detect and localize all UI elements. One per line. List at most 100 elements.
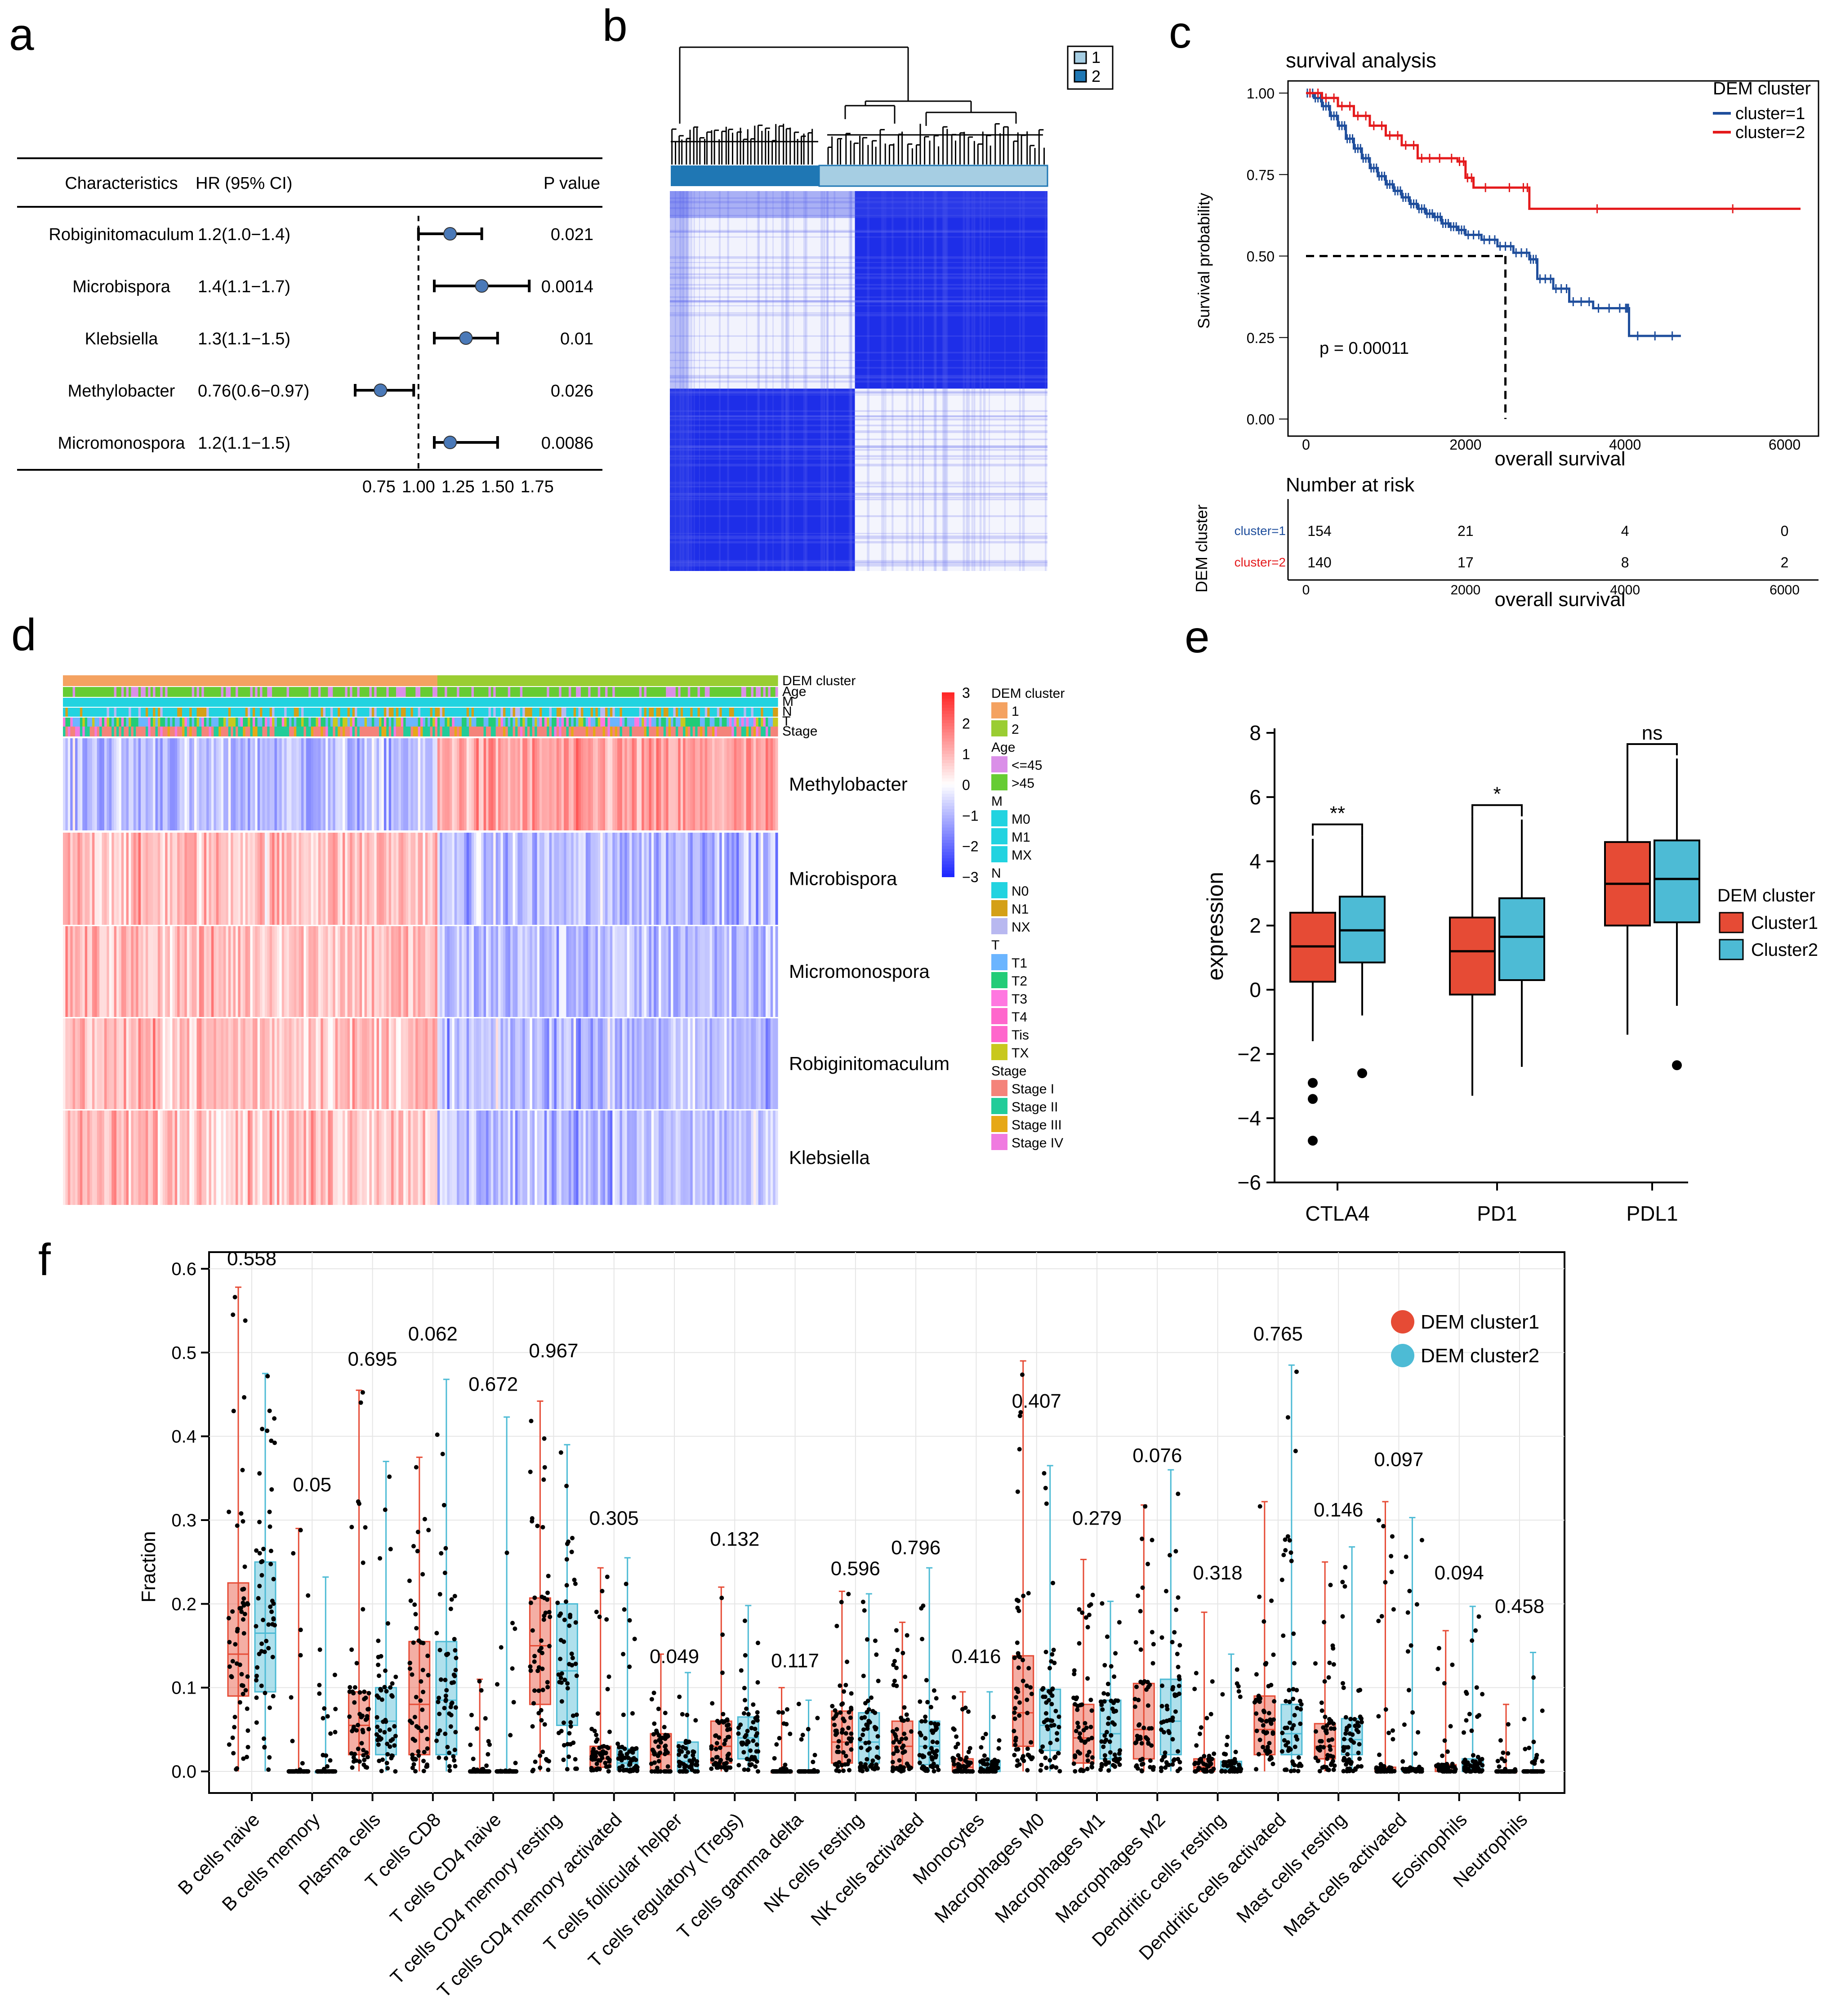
- legend-swatch: [991, 954, 1007, 970]
- f-dot: [569, 1549, 574, 1554]
- annotation-cell: [284, 687, 287, 697]
- annotation-cell: [116, 708, 119, 717]
- heatmap-cell: [673, 926, 676, 1017]
- heatmap-cell: [153, 833, 156, 925]
- f-dot: [447, 1764, 452, 1769]
- f-dot: [481, 1769, 486, 1774]
- heatmap-cell: [744, 1111, 747, 1205]
- heatmap-cell: [172, 1111, 175, 1205]
- annotation-cell: [294, 727, 297, 736]
- annotation-cell: [661, 708, 664, 717]
- annotation-cell: [770, 698, 773, 707]
- heatmap-cell: [490, 926, 494, 1017]
- heatmap-cell: [727, 833, 730, 925]
- annotation-cell: [454, 708, 457, 717]
- heatmap-cell: [313, 833, 316, 925]
- heatmap-cell: [347, 926, 350, 1017]
- annotation-cell: [642, 708, 645, 717]
- heatmap-cell: [102, 926, 105, 1017]
- annotation-cell: [602, 698, 606, 707]
- heatmap-cell: [272, 926, 275, 1017]
- annotation-cell: [727, 698, 730, 707]
- heatmap-cell: [272, 1111, 275, 1205]
- f-dot: [597, 1766, 602, 1771]
- heatmap-cell: [617, 926, 620, 1017]
- f-dot: [528, 1469, 533, 1474]
- heatmap-cell: [566, 1111, 569, 1205]
- f-dot: [382, 1685, 387, 1690]
- annotation-cell: [99, 727, 103, 736]
- heatmap-cell: [702, 738, 705, 830]
- annotation-cell: [204, 675, 207, 686]
- heatmap-cell: [148, 926, 151, 1017]
- f-dot: [410, 1753, 415, 1757]
- heatmap-cell: [612, 738, 615, 830]
- annotation-cell: [216, 708, 219, 717]
- heatmap-cell: [559, 833, 562, 925]
- heatmap-cell: [418, 738, 421, 830]
- annotation-cell: [398, 698, 401, 707]
- heatmap-cell: [714, 1018, 718, 1109]
- annotation-cell: [328, 675, 331, 686]
- heatmap-cell: [617, 1018, 620, 1109]
- heatmap-cell: [396, 738, 399, 830]
- annotation-cell: [381, 708, 384, 717]
- heatmap-cell: [335, 738, 338, 830]
- heatmap-cell: [508, 1111, 511, 1205]
- heatmap-cell: [67, 833, 71, 925]
- heatmap-cell: [486, 926, 489, 1017]
- consensus-noise: [670, 486, 1047, 488]
- annotation-cell: [578, 727, 581, 736]
- heatmap-cell: [520, 926, 523, 1017]
- annotation-cell: [396, 698, 399, 707]
- f-dot: [325, 1764, 330, 1769]
- f-dot: [622, 1755, 627, 1760]
- annotation-cell: [72, 675, 76, 686]
- heatmap-cell: [527, 738, 530, 830]
- annotation-cell: [299, 718, 302, 727]
- heatmap-cell: [299, 738, 302, 830]
- f-dot: [540, 1749, 545, 1754]
- annotation-cell: [466, 698, 469, 707]
- annotation-cell: [644, 687, 647, 697]
- heatmap-cell: [578, 926, 581, 1017]
- heatmap-cell: [323, 1111, 326, 1205]
- annotation-cell: [311, 698, 314, 707]
- annotation-cell: [136, 708, 139, 717]
- annotation-cell: [369, 687, 372, 697]
- heatmap-cell: [749, 926, 752, 1017]
- heatmap-cell: [172, 1018, 175, 1109]
- heatmap-cell: [685, 1111, 688, 1205]
- annotation-cell: [547, 698, 550, 707]
- f-dot: [441, 1503, 446, 1508]
- colorbar-tick: 2: [962, 715, 970, 731]
- annotation-cell: [192, 727, 195, 736]
- f-dot: [468, 1742, 473, 1747]
- annotation-cell: [714, 687, 718, 697]
- annotation-cell: [449, 718, 452, 727]
- heatmap-cell: [216, 738, 219, 830]
- heatmap-cell: [109, 1111, 112, 1205]
- heatmap-cell: [274, 1111, 277, 1205]
- heatmap-cell: [717, 1111, 720, 1205]
- annotation-cell: [428, 727, 431, 736]
- consensus-noise: [728, 191, 729, 571]
- heatmap-cell: [580, 833, 584, 925]
- annotation-cell: [761, 708, 764, 717]
- heatmap-cell: [252, 926, 255, 1017]
- annotation-cell: [289, 675, 292, 686]
- heatmap-cell: [649, 738, 652, 830]
- annotation-cell: [354, 687, 357, 697]
- heatmap-cell: [576, 833, 579, 925]
- heatmap-cell: [138, 833, 141, 925]
- annotation-cell: [568, 687, 571, 697]
- consensus-noise: [727, 191, 728, 571]
- annotation-cell: [381, 727, 384, 736]
- heatmap-cell: [114, 1018, 117, 1109]
- colorbar-segment: [942, 714, 954, 718]
- annotation-cell: [634, 687, 637, 697]
- heatmap-cell: [388, 833, 392, 925]
- annotation-cell: [157, 698, 160, 707]
- annotation-cell: [687, 687, 691, 697]
- annotation-cell: [150, 675, 153, 686]
